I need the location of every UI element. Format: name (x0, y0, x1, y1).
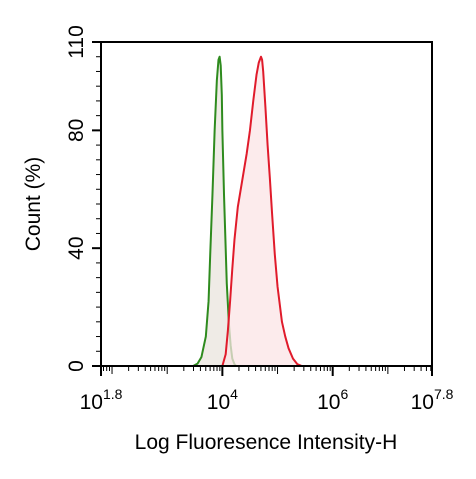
x-minor-ticks (102, 366, 432, 374)
series-layer (192, 55, 303, 367)
x-tick-label: 106 (317, 386, 348, 414)
y-tick-label: 80 (65, 119, 88, 142)
series-2-line (221, 55, 303, 367)
y-axis-title: Count (%) (22, 157, 45, 252)
x-tick-label: 107.8 (411, 386, 454, 414)
x-tick-label: 101.8 (80, 386, 123, 414)
y-tick-label: 110 (65, 25, 88, 58)
y-tick-label: 40 (65, 237, 88, 260)
y-tick-label: 0 (65, 360, 88, 372)
x-axis-title: Log Fluoresence Intensity-H (135, 431, 398, 454)
x-axis-ticks: 101.8 104 106 107.8 (80, 366, 454, 414)
series-1-fill (193, 56, 237, 366)
x-tick-label: 104 (207, 386, 238, 414)
y-axis-ticks: 0 40 80 110 (65, 25, 101, 372)
series-2-fill (222, 56, 302, 366)
plot-frame (100, 41, 433, 367)
